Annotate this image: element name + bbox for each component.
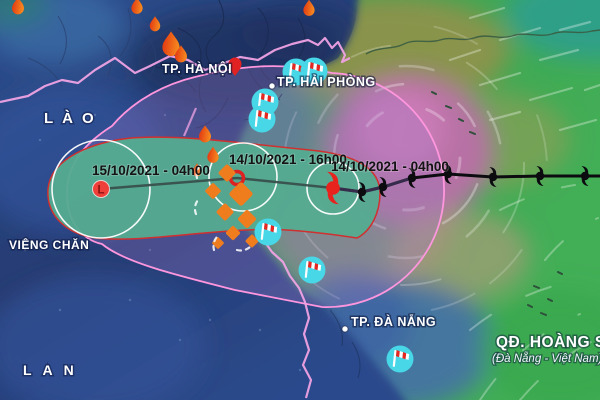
- label-thailand: LAN: [23, 362, 85, 378]
- border-vietnam-laos-south: [261, 237, 313, 399]
- haiphong-dot[interactable]: [268, 82, 276, 90]
- coastline-china: [365, 29, 600, 316]
- storm-track: [100, 164, 600, 202]
- border-vietnam-laos-north: [182, 107, 198, 137]
- hanoi-pin-icon[interactable]: [228, 57, 242, 77]
- forecast-wind-circles: [51, 139, 360, 239]
- label-forecast-24h-time: 15/10/2021 - 04h00: [92, 163, 210, 178]
- label-current-time: 14/10/2021 - 04h00: [331, 159, 449, 174]
- province-boundaries-nw: [27, 7, 157, 87]
- label-hanoi: TP. HÀ NỘI: [162, 61, 232, 76]
- forecast-track-line: [100, 176, 334, 191]
- label-hoang-sa: QĐ. HOÀNG SA: [496, 334, 600, 351]
- label-laos: LÀO: [44, 110, 103, 127]
- city-markers: [228, 57, 349, 333]
- label-forecast-12h-time: 14/10/2021 - 16h00: [229, 152, 347, 167]
- label-da-nang: TP. ĐÀ NẴNG: [351, 314, 436, 329]
- low-pressure-letter: L: [97, 185, 104, 197]
- label-hai-phong: TP. HẢI PHÒNG: [277, 74, 376, 89]
- paracel-island-marks: [527, 271, 563, 316]
- country-borders: [0, 36, 351, 399]
- hazard-dash-accents: [193, 163, 253, 252]
- label-vientiane: VIÊNG CHĂN: [9, 237, 89, 252]
- low-pressure-marker[interactable]: L: [92, 180, 110, 198]
- danang-dot[interactable]: [341, 325, 349, 333]
- label-hoang-sa-sub: (Đà Nẵng - Việt Nam): [492, 352, 600, 365]
- hazard-cluster-icons[interactable]: [192, 163, 260, 252]
- border-vietnam-china: [0, 36, 351, 104]
